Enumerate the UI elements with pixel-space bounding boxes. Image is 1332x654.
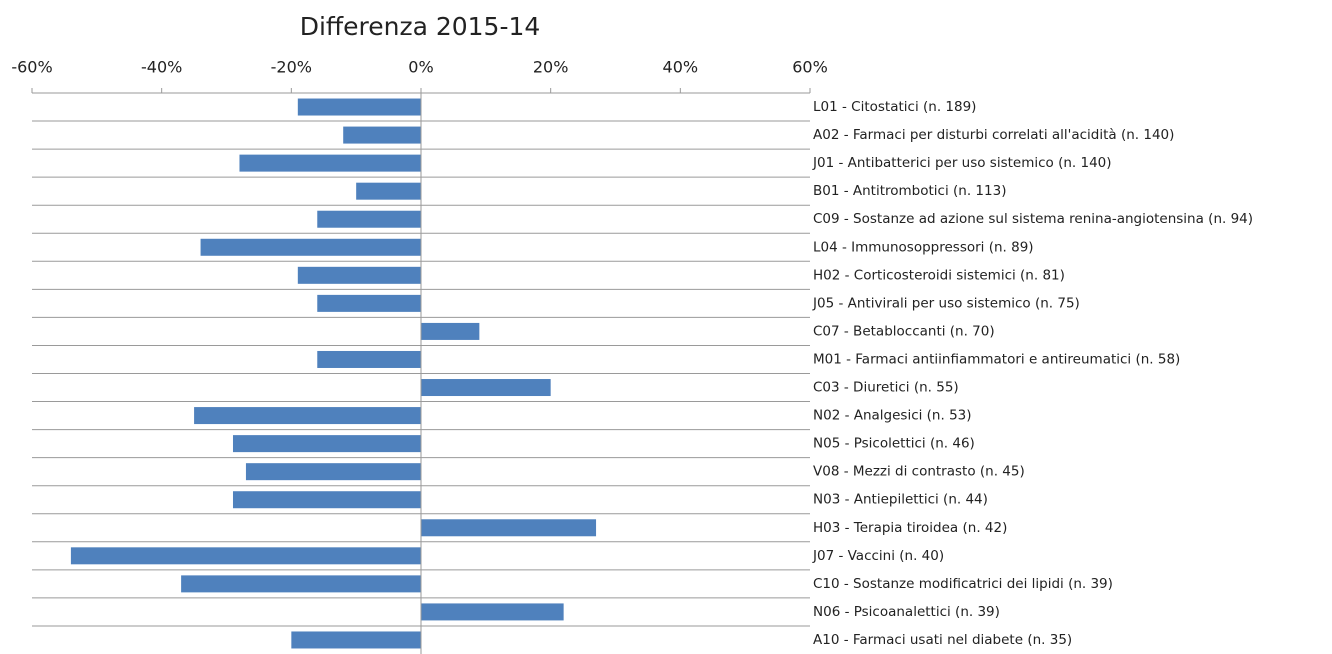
x-tick-label: 20% xyxy=(533,58,569,77)
chart-title: Differenza 2015-14 xyxy=(300,12,541,41)
bar xyxy=(200,238,421,256)
category-label: B01 - Antitrombotici (n. 113) xyxy=(813,183,1006,199)
x-tick-label: -60% xyxy=(11,58,52,77)
bar xyxy=(421,322,480,340)
category-label: C03 - Diuretici (n. 55) xyxy=(813,380,959,396)
bar xyxy=(70,547,422,565)
bar xyxy=(194,407,421,425)
category-label: N03 - Antiepilettici (n. 44) xyxy=(813,492,988,508)
x-tick-label: -20% xyxy=(271,58,312,77)
category-label: J05 - Antivirali per uso sistemico (n. 7… xyxy=(812,295,1080,311)
bar xyxy=(343,126,421,144)
category-label: N05 - Psicolettici (n. 46) xyxy=(813,436,975,452)
bar xyxy=(297,98,421,116)
category-label: N06 - Psicoanalettici (n. 39) xyxy=(813,604,1000,620)
bar xyxy=(421,603,564,621)
bar xyxy=(317,350,421,368)
bar xyxy=(297,266,421,284)
category-label: L01 - Citostatici (n. 189) xyxy=(813,99,976,115)
bar xyxy=(317,294,421,312)
bar xyxy=(291,631,421,649)
bar xyxy=(356,182,421,200)
bar xyxy=(421,519,597,537)
category-label: C07 - Betabloccanti (n. 70) xyxy=(813,323,995,339)
category-label: H03 - Terapia tiroidea (n. 42) xyxy=(813,520,1007,536)
category-label: J01 - Antibatterici per uso sistemico (n… xyxy=(812,155,1112,171)
x-tick-label: 0% xyxy=(408,58,433,77)
category-label: V08 - Mezzi di contrasto (n. 45) xyxy=(813,464,1025,480)
bar xyxy=(317,210,421,228)
bar xyxy=(181,575,421,593)
bar xyxy=(245,463,421,481)
bar xyxy=(239,154,421,172)
category-label: A10 - Farmaci usati nel diabete (n. 35) xyxy=(813,632,1072,648)
bar xyxy=(232,435,421,453)
category-label: C10 - Sostanze modificatrici dei lipidi … xyxy=(813,576,1113,592)
category-label: A02 - Farmaci per disturbi correlati all… xyxy=(813,127,1174,143)
x-tick-label: 60% xyxy=(792,58,828,77)
category-label: C09 - Sostanze ad azione sul sistema ren… xyxy=(813,211,1253,227)
bar xyxy=(232,491,421,509)
category-label: M01 - Farmaci antiinfiammatori e antireu… xyxy=(813,351,1180,367)
category-label: H02 - Corticosteroidi sistemici (n. 81) xyxy=(813,267,1065,283)
category-label: L04 - Immunosoppressori (n. 89) xyxy=(813,239,1034,255)
category-label: N02 - Analgesici (n. 53) xyxy=(813,408,972,424)
bar xyxy=(421,379,551,397)
x-tick-label: -40% xyxy=(141,58,182,77)
x-tick-label: 40% xyxy=(663,58,699,77)
category-label: J07 - Vaccini (n. 40) xyxy=(812,548,944,564)
